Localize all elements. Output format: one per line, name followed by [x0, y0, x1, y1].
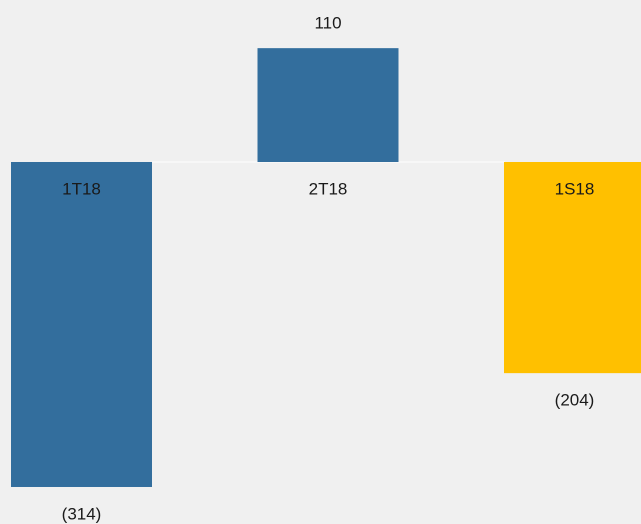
category-label: 1S18: [555, 179, 595, 198]
value-label: 110: [314, 14, 341, 33]
bar: [257, 48, 399, 162]
value-label: (314): [62, 504, 102, 523]
category-label: 2T18: [309, 179, 348, 198]
bar: [504, 162, 641, 374]
value-label: (204): [555, 391, 595, 410]
category-label: 1T18: [62, 179, 101, 198]
bar: [11, 162, 152, 487]
